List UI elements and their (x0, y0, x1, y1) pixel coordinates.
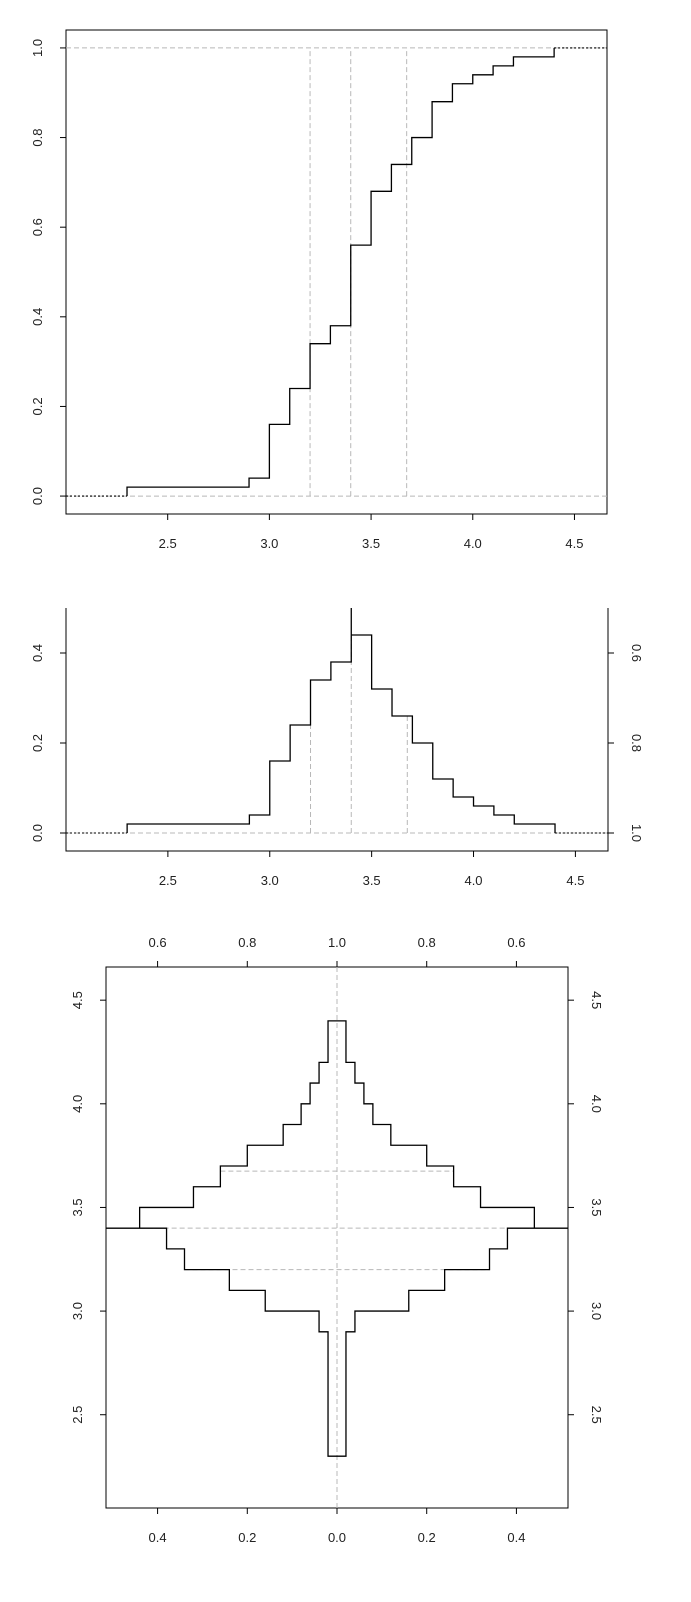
ecdf-frame (65, 29, 608, 515)
ecdf-x-tick-label: 3.5 (362, 536, 380, 551)
violin-left-tick-label: 2.5 (70, 1406, 85, 1424)
mountain-x-tick-label: 2.5 (159, 873, 177, 888)
mountain-right-tick-label: 1.0 (629, 824, 644, 842)
ecdf-y-tick-label: 0.6 (30, 218, 45, 236)
violin-right-tick-label: 4.0 (589, 1095, 604, 1113)
mountain-x-tick-label: 4.0 (464, 873, 482, 888)
violin-top-tick-label: 0.8 (238, 935, 256, 950)
violin-bottom-tick-label: 0.4 (149, 1530, 167, 1545)
mountain-step-line (126, 608, 556, 833)
ecdf-chart: 2.5 3.0 3.5 4.0 4.5 0.0 0.2 0.4 0.6 0.8 1.0 (30, 29, 608, 551)
mountain-y-tick-label: 0.2 (30, 734, 45, 752)
violin-top-tick-label: 1.0 (328, 935, 346, 950)
violin-bottom-tick-label: 0.2 (418, 1530, 436, 1545)
violin-left-tick-label: 3.5 (70, 1198, 85, 1216)
mountain-right-tick-label: 0.6 (629, 644, 644, 662)
ecdf-x-tick-label: 4.0 (464, 536, 482, 551)
mountain-y-tick-label: 0.4 (30, 644, 45, 662)
ecdf-x-tick-label: 2.5 (159, 536, 177, 551)
violin-left-tick-label: 4.5 (70, 991, 85, 1009)
mountain-y-tick-label: 0.0 (30, 824, 45, 842)
violin-right-tick-label: 3.0 (589, 1302, 604, 1320)
ecdf-y-tick-label: 0.4 (30, 308, 45, 326)
ecdf-x-tick-label: 3.0 (260, 536, 278, 551)
violin-right-step-line (337, 1020, 568, 1457)
mountain-x-tick-label: 4.5 (566, 873, 584, 888)
ecdf-x-tick-label: 4.5 (565, 536, 583, 551)
mountain-right-tick-label: 0.8 (629, 734, 644, 752)
ecdf-y-tick-label: 0.2 (30, 397, 45, 415)
mountain-frame (65, 608, 609, 852)
ecdf-y-tick-label: 0.8 (30, 129, 45, 147)
violin-right-tick-label: 3.5 (589, 1198, 604, 1216)
violin-top-tick-label: 0.6 (507, 935, 525, 950)
mountain-x-tick-label: 3.0 (261, 873, 279, 888)
violin-left-tick-label: 3.0 (70, 1302, 85, 1320)
mountain-chart: 2.5 3.0 3.5 4.0 4.5 0.0 0.2 0.4 1.0 0.8 0.6 (30, 608, 644, 888)
violin-bottom-tick-label: 0.0 (328, 1530, 346, 1545)
violin-right-tick-label: 4.5 (589, 991, 604, 1009)
violin-left-tick-label: 4.0 (70, 1095, 85, 1113)
ecdf-y-tick-label: 0.0 (30, 487, 45, 505)
mountain-x-tick-label: 3.5 (363, 873, 381, 888)
violin-right-tick-label: 2.5 (589, 1406, 604, 1424)
ecdf-step-line (126, 47, 555, 497)
ecdf-y-tick-label: 1.0 (30, 39, 45, 57)
violin-top-tick-label: 0.8 (418, 935, 436, 950)
violin-top-tick-label: 0.6 (149, 935, 167, 950)
violin-bottom-tick-label: 0.4 (507, 1530, 525, 1545)
violin-left-step-line (106, 1020, 337, 1457)
violin-chart: 0.4 0.2 0.0 0.2 0.4 0.6 0.8 1.0 0.8 0.6 2.5 2.5 3.0 3… (70, 935, 604, 1545)
violin-bottom-tick-label: 0.2 (238, 1530, 256, 1545)
